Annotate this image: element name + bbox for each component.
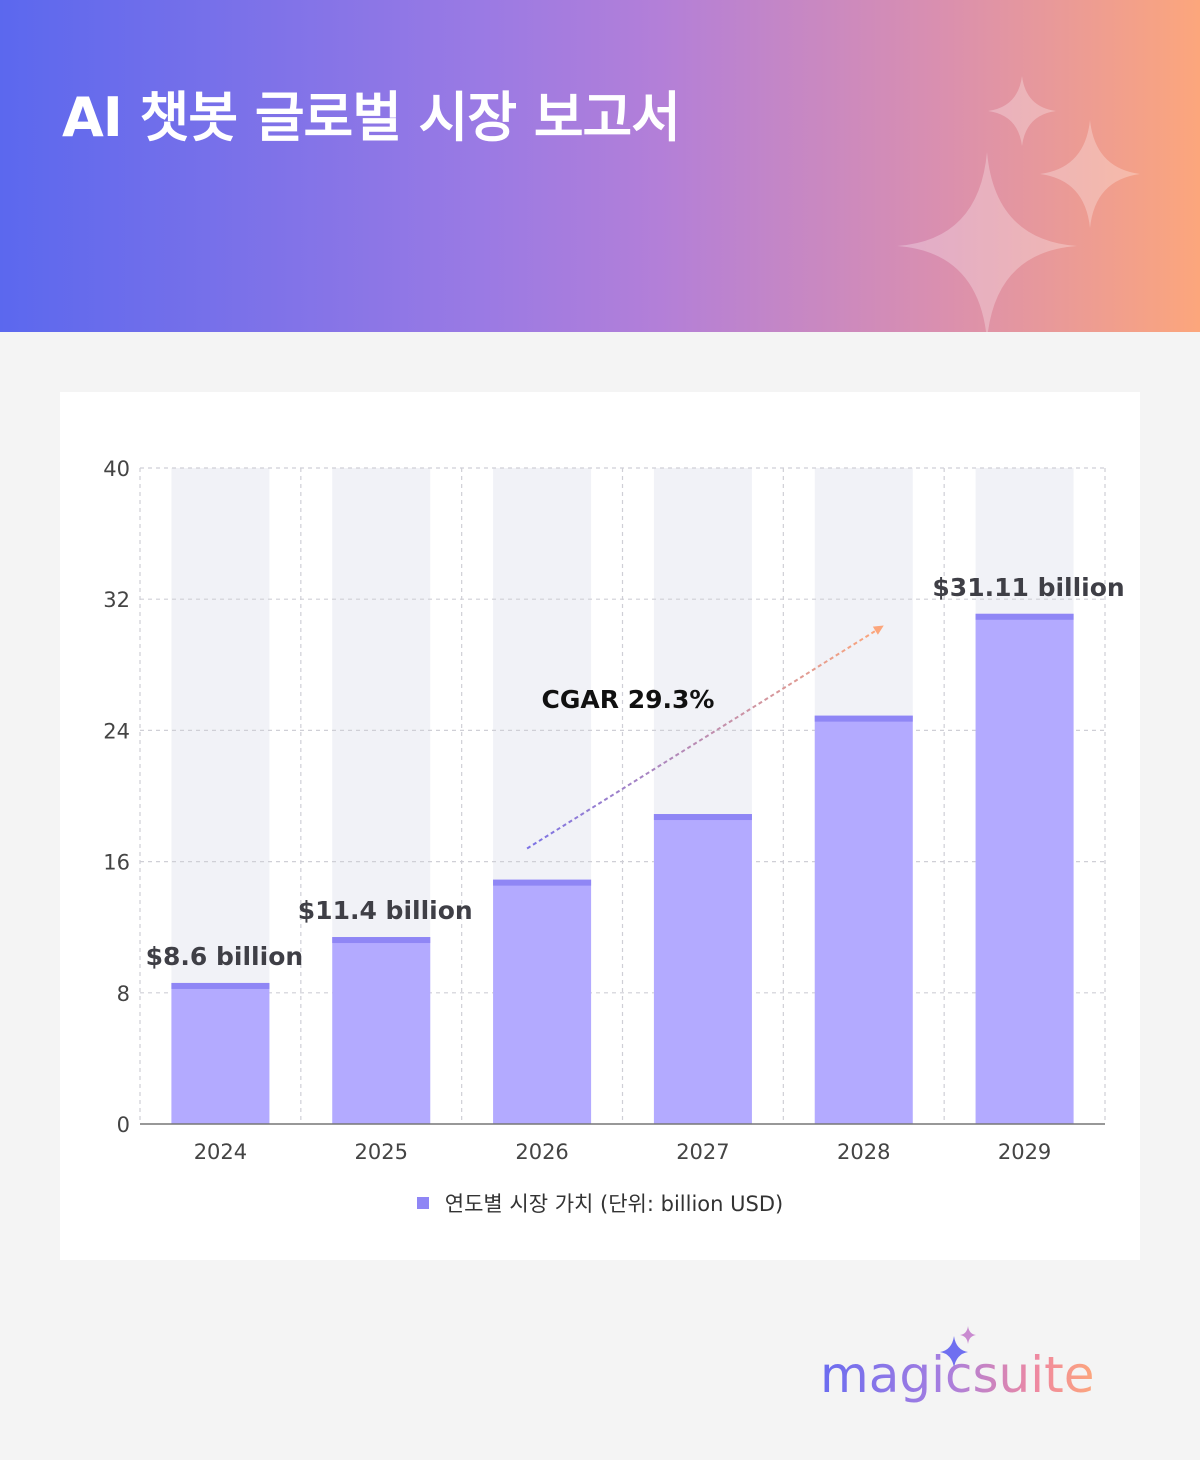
sparkle-icon — [940, 1326, 976, 1368]
bar-cap-2026 — [493, 879, 592, 886]
bar-2024 — [171, 982, 270, 1124]
y-tick-label-8: 8 — [117, 982, 130, 1006]
cagr-arrow-line — [526, 628, 879, 850]
bar-2025 — [332, 937, 431, 1124]
bar-chart: 0 8 16 24 32 40 2024 2025 2026 2027 2028 2029 $8.6 b… — [103, 457, 1124, 1164]
page-title: AI 챗봇 글로벌 시장 보고서 — [62, 86, 681, 149]
sparkle-icon-small — [988, 76, 1056, 146]
y-tick-label-32: 32 — [103, 588, 130, 612]
bar-2028 — [814, 715, 913, 1124]
data-label-2024: $8.6 billion — [146, 942, 304, 971]
cagr-arrow-head — [872, 625, 884, 635]
x-tick-label-2028: 2028 — [837, 1140, 890, 1164]
sparkle-icon-medium — [1040, 120, 1140, 228]
y-tick-label-24: 24 — [103, 719, 130, 743]
sparkle-icons — [897, 76, 1140, 332]
bar-cap-2024 — [171, 982, 270, 989]
x-tick-label-2026: 2026 — [515, 1140, 568, 1164]
x-tick-label-2024: 2024 — [194, 1140, 247, 1164]
bar-2027 — [653, 814, 752, 1124]
brand-logo: magicsuite — [820, 1326, 1140, 1426]
bar-2029 — [975, 613, 1074, 1124]
chart-legend: 연도별 시장 가치 (단위: billion USD) — [0, 1188, 1200, 1218]
legend-label: 연도별 시장 가치 (단위: billion USD) — [444, 1192, 784, 1216]
x-tick-label-2025: 2025 — [355, 1140, 408, 1164]
report-header: AI 챗봇 글로벌 시장 보고서 — [0, 0, 1200, 332]
legend-swatch — [416, 1197, 429, 1209]
bar-cap-2028 — [814, 715, 913, 722]
y-tick-label-40: 40 — [103, 457, 130, 481]
y-tick-label-0: 0 — [117, 1113, 130, 1137]
x-tick-label-2027: 2027 — [676, 1140, 729, 1164]
brand-name: magicsuite — [820, 1346, 1095, 1404]
y-tick-label-16: 16 — [103, 851, 130, 875]
sparkle-icon-large — [897, 152, 1077, 332]
bar-cap-2027 — [653, 814, 752, 821]
bar-2026 — [493, 879, 592, 1124]
x-tick-label-2029: 2029 — [998, 1140, 1051, 1164]
cagr-annotation: CGAR 29.3% — [542, 685, 715, 714]
bar-cap-2029 — [975, 613, 1074, 620]
bar-cap-2025 — [332, 937, 431, 944]
data-label-2029: $31.11 billion — [932, 573, 1124, 602]
data-label-2025: $11.4 billion — [298, 896, 473, 925]
